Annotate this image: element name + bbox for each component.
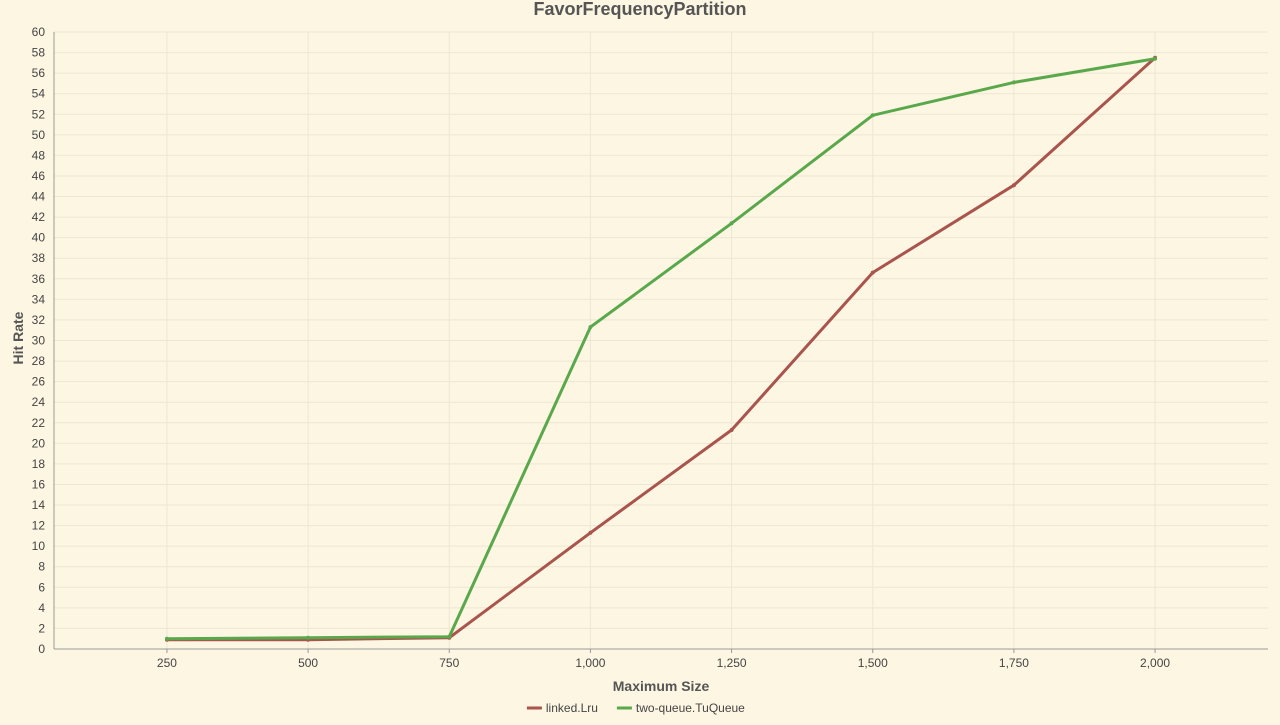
data-point: [1011, 183, 1016, 188]
series-lines: [164, 55, 1158, 642]
data-point: [588, 530, 593, 535]
legend-item[interactable]: linked.Lru: [526, 701, 598, 715]
y-tick-label: 16: [32, 477, 46, 491]
y-tick-label: 12: [32, 519, 46, 533]
y-tick-label: 38: [32, 251, 46, 265]
x-tick-label: 750: [439, 656, 459, 670]
series-line: [165, 57, 1157, 641]
y-tick-label: 0: [38, 642, 45, 656]
x-axis-title: Maximum Size: [613, 678, 710, 694]
legend: linked.Lru two-queue.TuQueue: [526, 701, 745, 715]
y-tick-label: 52: [32, 107, 46, 121]
series-line: [165, 56, 1157, 642]
x-tick-label: 1,750: [999, 656, 1029, 670]
data-point: [729, 221, 734, 226]
data-point: [447, 634, 452, 639]
y-tick-label: 34: [32, 292, 46, 306]
chart-title: FavorFrequencyPartition: [533, 0, 746, 19]
x-tick-label: 1,250: [717, 656, 747, 670]
legend-label: linked.Lru: [546, 701, 598, 715]
y-tick-label: 58: [32, 46, 46, 60]
data-point: [306, 635, 311, 640]
y-tick-label: 50: [32, 128, 46, 142]
y-tick-label: 14: [32, 498, 46, 512]
y-tick-label: 28: [32, 354, 46, 368]
data-point: [729, 427, 734, 432]
y-tick-label: 42: [32, 210, 46, 224]
y-tick-label: 2: [38, 621, 45, 635]
y-tick-label: 22: [32, 416, 46, 430]
y-tick-label: 54: [32, 87, 46, 101]
grid-lines: [54, 31, 1268, 650]
data-point: [1153, 56, 1158, 61]
y-tick-label: 48: [32, 148, 46, 162]
x-tick-label: 1,000: [575, 656, 605, 670]
y-tick-label: 36: [32, 272, 46, 286]
x-tick-label: 2,000: [1140, 656, 1170, 670]
x-tick-label: 250: [157, 656, 177, 670]
legend-item[interactable]: two-queue.TuQueue: [616, 701, 745, 715]
data-point: [1011, 80, 1016, 85]
axes: 0246810121416182022242628303234363840424…: [32, 25, 1268, 670]
y-tick-label: 24: [32, 395, 46, 409]
y-tick-label: 44: [32, 190, 46, 204]
legend-label: two-queue.TuQueue: [636, 701, 745, 715]
y-tick-label: 4: [38, 601, 45, 615]
data-point: [588, 325, 593, 330]
y-tick-label: 18: [32, 457, 46, 471]
y-tick-label: 30: [32, 334, 46, 348]
y-tick-label: 6: [38, 580, 45, 594]
data-point: [164, 636, 169, 641]
y-tick-label: 10: [32, 539, 46, 553]
y-tick-label: 60: [32, 25, 46, 39]
x-tick-label: 1,500: [858, 656, 888, 670]
y-tick-label: 20: [32, 436, 46, 450]
data-point: [870, 270, 875, 275]
y-tick-label: 26: [32, 375, 46, 389]
y-tick-label: 40: [32, 231, 46, 245]
y-axis-title: Hit Rate: [10, 311, 26, 364]
data-point: [870, 113, 875, 118]
y-tick-label: 46: [32, 169, 46, 183]
y-tick-label: 32: [32, 313, 46, 327]
y-tick-label: 8: [38, 560, 45, 574]
x-tick-label: 500: [298, 656, 318, 670]
y-tick-label: 56: [32, 66, 46, 80]
